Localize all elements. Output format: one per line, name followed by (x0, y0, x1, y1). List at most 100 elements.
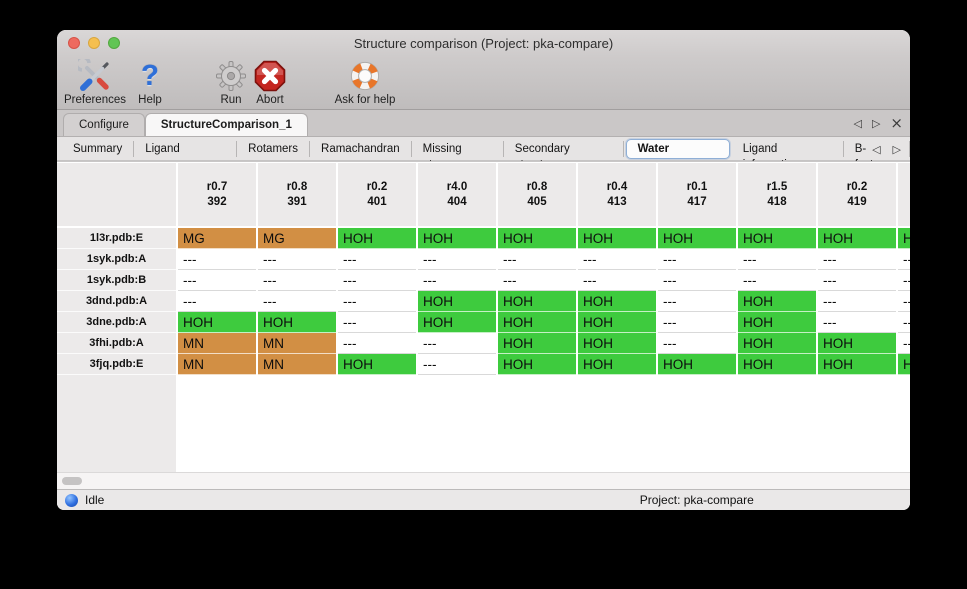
table-cell[interactable]: HOH (658, 228, 736, 249)
table-cell[interactable]: MN (178, 333, 256, 354)
table-cell[interactable]: HOH (738, 228, 816, 249)
table-cell[interactable]: HOH (818, 354, 896, 375)
table-cell[interactable]: --- (258, 270, 336, 291)
subtab-scroll-left-icon[interactable]: ◁ (872, 142, 881, 156)
table-cell[interactable]: MN (258, 354, 336, 375)
column-header-bottom: 417 (687, 195, 707, 208)
table-cell[interactable]: HOH (898, 354, 910, 375)
table-cell[interactable]: HOH (658, 354, 736, 375)
subtab-ligand-summary[interactable]: Ligand summary (134, 140, 238, 171)
table-cell[interactable]: HOH (818, 333, 896, 354)
tab-structurecomparison-1[interactable]: StructureComparison_1 (144, 113, 308, 136)
table-cell[interactable]: --- (178, 291, 256, 312)
tab-configure[interactable]: Configure (63, 113, 145, 136)
zoom-window-button[interactable] (108, 37, 120, 49)
table-cell[interactable]: --- (258, 291, 336, 312)
table-cell[interactable]: HOH (338, 354, 416, 375)
table-cell[interactable]: --- (818, 312, 896, 333)
tab-scroll-right-icon[interactable]: ▷ (871, 117, 881, 130)
close-window-button[interactable] (68, 37, 80, 49)
toolbar-button-abort[interactable]: Abort (246, 58, 294, 107)
table-cell[interactable]: --- (418, 333, 496, 354)
table-cell[interactable]: MG (178, 228, 256, 249)
tab-close-icon[interactable]: × (890, 114, 903, 132)
table-cell[interactable]: --- (818, 270, 896, 291)
table-cell[interactable]: HOH (418, 312, 496, 333)
table-cell[interactable]: MN (178, 354, 256, 375)
table-cell[interactable]: --- (738, 249, 816, 270)
table-cell[interactable]: MG (258, 228, 336, 249)
table-cell[interactable]: --- (498, 270, 576, 291)
table-cell[interactable]: --- (338, 333, 416, 354)
table-cell[interactable]: HOH (338, 228, 416, 249)
table-cell[interactable]: --- (578, 270, 656, 291)
horizontal-scrollbar-thumb[interactable] (62, 477, 82, 485)
table-cell[interactable]: --- (658, 291, 736, 312)
table-cell[interactable]: HOH (738, 312, 816, 333)
table-cell[interactable]: --- (898, 270, 910, 291)
table-cell[interactable]: HOH (578, 354, 656, 375)
subtab-ligand-information[interactable]: Ligand information (732, 140, 844, 171)
titlebar[interactable]: Structure comparison (Project: pka-compa… (57, 30, 910, 56)
table-cell[interactable]: --- (338, 270, 416, 291)
horizontal-scrollbar[interactable] (57, 472, 910, 489)
table-cell[interactable]: HOH (738, 333, 816, 354)
table-cell[interactable]: HOH (578, 312, 656, 333)
table-cell[interactable]: --- (258, 249, 336, 270)
tab-scroll-left-icon[interactable]: ◁ (853, 117, 862, 130)
table-cell[interactable]: HOH (498, 312, 576, 333)
table-cell[interactable]: --- (818, 249, 896, 270)
toolbar-button-preferences[interactable]: Preferences (63, 58, 127, 107)
table-cell[interactable]: --- (498, 249, 576, 270)
table-cell[interactable]: HOH (178, 312, 256, 333)
status-indicator-icon (65, 493, 78, 507)
table-cell[interactable]: HOH (418, 291, 496, 312)
toolbar-button-help[interactable]: ? Help (130, 58, 170, 107)
table-cell[interactable]: HOH (418, 228, 496, 249)
table-cell[interactable]: --- (418, 270, 496, 291)
table-cell[interactable]: HOH (498, 354, 576, 375)
table-cell[interactable]: HOH (258, 312, 336, 333)
table-cell[interactable]: HOH (738, 354, 816, 375)
table-cell[interactable]: --- (658, 312, 736, 333)
subtab-rotamers[interactable]: Rotamers (237, 140, 311, 157)
table-cell[interactable]: --- (898, 291, 910, 312)
column-header-top: r0.8 (526, 180, 548, 193)
column-header: r4.0 404 (418, 163, 496, 226)
table-cell[interactable]: --- (818, 291, 896, 312)
table-cell[interactable]: --- (178, 249, 256, 270)
subtab-scroll-right-icon[interactable]: ▷ (892, 142, 901, 156)
table-cell[interactable]: HOH (898, 228, 910, 249)
subtab-missing-atoms[interactable]: Missing atoms (412, 140, 504, 171)
table-cell[interactable]: HOH (578, 291, 656, 312)
table-cell[interactable]: --- (578, 249, 656, 270)
toolbar-button-ask-for-help[interactable]: Ask for help (325, 58, 405, 107)
table-cell[interactable]: HOH (738, 291, 816, 312)
table-cell[interactable]: --- (898, 312, 910, 333)
table-cell[interactable]: --- (338, 312, 416, 333)
table-cell[interactable]: HOH (498, 228, 576, 249)
table-cell[interactable]: HOH (578, 228, 656, 249)
table-cell[interactable]: --- (418, 354, 496, 375)
subtab-water-locations[interactable]: Water locations (625, 138, 730, 173)
toolbar-button-run[interactable]: Run (209, 58, 253, 107)
table-cell[interactable]: --- (418, 249, 496, 270)
subtab-summary[interactable]: Summary (62, 140, 135, 157)
table-cell[interactable]: --- (338, 249, 416, 270)
table-cell[interactable]: --- (738, 270, 816, 291)
table-cell[interactable]: MN (258, 333, 336, 354)
table-cell[interactable]: HOH (578, 333, 656, 354)
subtab-secondary-structure[interactable]: Secondary structure (504, 140, 624, 171)
table-cell[interactable]: --- (658, 333, 736, 354)
table-cell[interactable]: --- (658, 249, 736, 270)
table-cell[interactable]: --- (898, 333, 910, 354)
table-cell[interactable]: --- (658, 270, 736, 291)
table-cell[interactable]: --- (338, 291, 416, 312)
table-cell[interactable]: HOH (498, 291, 576, 312)
minimize-window-button[interactable] (88, 37, 100, 49)
table-cell[interactable]: --- (898, 249, 910, 270)
table-cell[interactable]: --- (178, 270, 256, 291)
table-cell[interactable]: HOH (818, 228, 896, 249)
table-cell[interactable]: HOH (498, 333, 576, 354)
subtab-ramachandran[interactable]: Ramachandran (310, 140, 412, 157)
